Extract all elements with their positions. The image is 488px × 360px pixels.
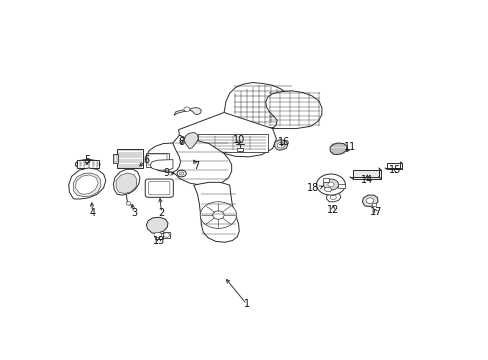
Bar [114,155,117,162]
Circle shape [163,233,169,237]
Text: 9: 9 [163,168,169,179]
Bar [148,154,167,165]
Circle shape [366,198,373,203]
Bar [237,148,243,151]
Polygon shape [178,112,276,157]
Circle shape [126,202,131,205]
Text: 14: 14 [361,175,373,185]
Text: 12: 12 [326,205,339,215]
Circle shape [316,174,345,195]
Bar [371,203,376,206]
Ellipse shape [75,159,100,169]
Polygon shape [75,175,98,194]
Bar [352,170,381,179]
Polygon shape [184,132,198,149]
Polygon shape [68,168,105,199]
Bar [113,154,118,163]
Polygon shape [324,187,331,192]
Bar [146,153,169,167]
Text: 13: 13 [152,237,164,246]
Bar [386,163,401,169]
Polygon shape [174,108,201,115]
Polygon shape [224,82,296,129]
Polygon shape [113,169,140,195]
Polygon shape [265,91,321,129]
Polygon shape [150,159,173,170]
Polygon shape [146,217,168,233]
FancyBboxPatch shape [145,179,173,197]
Bar [197,134,267,152]
Text: 6: 6 [143,155,149,165]
Text: 10: 10 [233,135,245,145]
Polygon shape [326,192,340,202]
Circle shape [177,170,186,177]
Text: 2: 2 [158,208,164,218]
Circle shape [212,211,224,219]
Text: 11: 11 [343,142,355,152]
Text: 7: 7 [193,161,200,171]
Circle shape [277,143,284,148]
Circle shape [200,202,236,228]
Bar [77,160,99,168]
Polygon shape [274,140,287,150]
Text: 17: 17 [369,207,382,217]
Circle shape [327,183,333,187]
Text: 15: 15 [388,165,401,175]
Polygon shape [329,143,346,155]
FancyBboxPatch shape [148,181,169,195]
Text: 16: 16 [277,136,289,147]
Polygon shape [169,135,231,185]
Text: 1: 1 [243,299,249,309]
Circle shape [329,195,336,199]
Circle shape [183,107,189,111]
Polygon shape [362,195,377,207]
Polygon shape [193,183,239,242]
Polygon shape [146,143,180,172]
Polygon shape [116,173,137,193]
Circle shape [154,232,161,238]
Text: 3: 3 [131,208,137,218]
Bar [337,184,344,188]
Bar [117,149,142,168]
Bar [155,233,163,239]
Circle shape [179,172,183,175]
Text: 5: 5 [83,155,90,165]
Bar [322,178,328,182]
Circle shape [323,179,338,190]
Text: 18: 18 [306,183,318,193]
Text: 8: 8 [178,136,184,147]
Polygon shape [73,173,101,197]
Text: 4: 4 [89,208,96,218]
Bar [163,232,170,238]
